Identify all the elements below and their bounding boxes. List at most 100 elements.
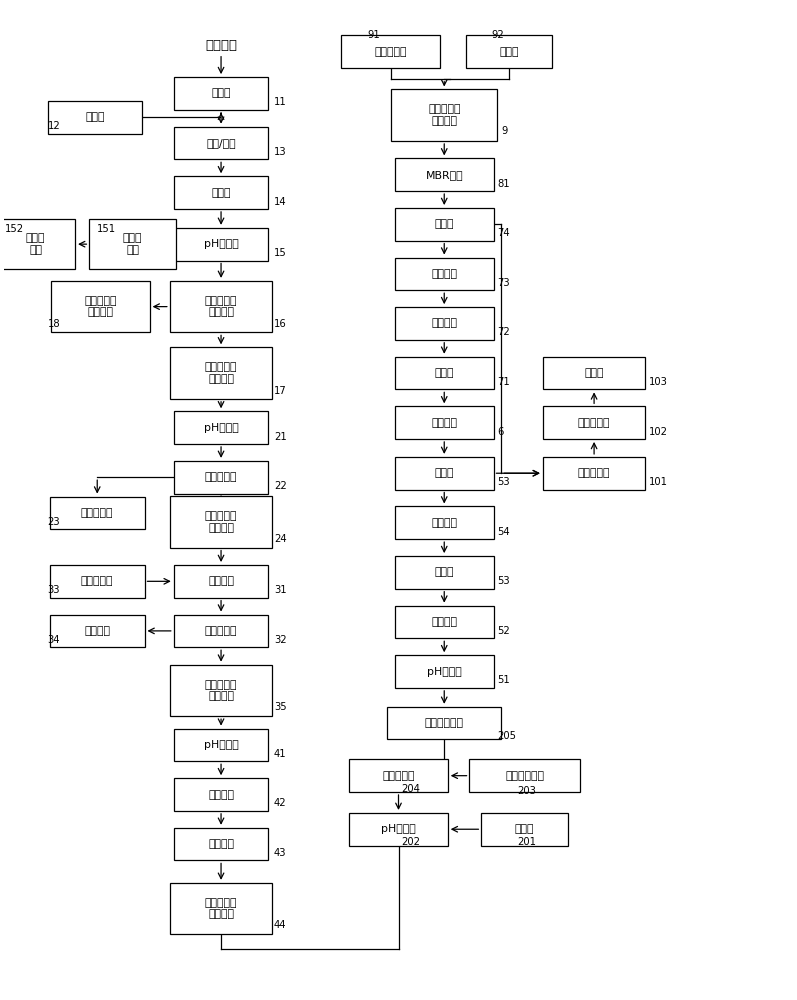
FancyBboxPatch shape [170, 281, 273, 332]
FancyBboxPatch shape [465, 35, 552, 68]
FancyBboxPatch shape [170, 347, 273, 399]
FancyBboxPatch shape [395, 506, 493, 539]
Text: 54: 54 [497, 527, 510, 537]
Text: 14: 14 [274, 197, 286, 207]
Text: 二沉池: 二沉池 [434, 219, 454, 229]
Text: 贮水池: 贮水池 [211, 188, 231, 198]
Text: 152: 152 [5, 224, 24, 234]
FancyBboxPatch shape [349, 813, 448, 846]
Text: 42: 42 [274, 798, 286, 808]
Text: 沉淀池: 沉淀池 [434, 468, 454, 478]
Text: 43: 43 [274, 848, 286, 858]
Text: 脱酚兰炭废
水收集池: 脱酚兰炭废 水收集池 [205, 680, 238, 701]
Text: 陶瓷膜过滤
浓缩系统: 陶瓷膜过滤 浓缩系统 [205, 296, 238, 317]
Text: 24: 24 [274, 534, 286, 544]
FancyBboxPatch shape [174, 77, 269, 110]
Text: 16: 16 [274, 319, 287, 329]
FancyBboxPatch shape [395, 357, 493, 389]
FancyBboxPatch shape [50, 497, 144, 529]
FancyBboxPatch shape [395, 307, 493, 340]
FancyBboxPatch shape [395, 606, 493, 638]
Text: 硫化铁沉淀池: 硫化铁沉淀池 [425, 718, 464, 728]
Text: 91: 91 [367, 30, 379, 40]
Text: 74: 74 [497, 228, 510, 238]
FancyBboxPatch shape [391, 89, 497, 141]
Text: 41: 41 [274, 749, 286, 759]
Text: 102: 102 [650, 427, 669, 437]
Text: 厌氧池二: 厌氧池二 [431, 318, 457, 328]
FancyBboxPatch shape [174, 828, 269, 860]
FancyBboxPatch shape [170, 496, 273, 548]
Text: 好氧池二: 好氧池二 [431, 269, 457, 279]
Text: 脱硫反应罐: 脱硫反应罐 [383, 771, 414, 781]
Text: 101: 101 [650, 477, 669, 487]
Text: 再生水贮罐: 再生水贮罐 [375, 47, 406, 57]
Text: MBR装置: MBR装置 [426, 170, 463, 180]
Text: 氨吸收塔: 氨吸收塔 [208, 839, 234, 849]
Text: pH调节池: pH调节池 [204, 423, 238, 433]
FancyBboxPatch shape [0, 219, 75, 269]
Text: pH调节池: pH调节池 [427, 667, 461, 677]
Text: 21: 21 [274, 432, 287, 442]
FancyBboxPatch shape [387, 707, 501, 739]
FancyBboxPatch shape [51, 281, 150, 332]
Text: pH调节池: pH调节池 [204, 239, 238, 249]
Text: 粗酚贮罐: 粗酚贮罐 [84, 626, 110, 636]
FancyBboxPatch shape [174, 729, 269, 761]
Text: 调节池: 调节池 [211, 88, 231, 98]
FancyBboxPatch shape [481, 813, 568, 846]
FancyBboxPatch shape [395, 258, 493, 290]
Text: 反萃取装置: 反萃取装置 [205, 626, 238, 636]
Text: 焦油收集罐: 焦油收集罐 [81, 508, 113, 518]
FancyBboxPatch shape [395, 406, 493, 439]
FancyBboxPatch shape [174, 411, 269, 444]
Text: 103: 103 [650, 377, 668, 387]
FancyBboxPatch shape [174, 615, 269, 647]
Text: 22: 22 [274, 481, 287, 491]
Text: 53: 53 [497, 576, 510, 586]
Text: 201: 201 [516, 837, 536, 847]
FancyBboxPatch shape [174, 565, 269, 598]
FancyBboxPatch shape [174, 127, 269, 159]
Text: 15: 15 [274, 248, 287, 258]
Text: 53: 53 [497, 477, 510, 487]
Text: 氨蒸馏塔: 氨蒸馏塔 [208, 790, 234, 800]
Text: 202: 202 [401, 837, 420, 847]
Text: 兼氧池: 兼氧池 [434, 567, 454, 577]
Text: 205: 205 [497, 731, 516, 741]
Text: 92: 92 [492, 30, 505, 40]
Text: 35: 35 [274, 702, 286, 712]
FancyBboxPatch shape [543, 457, 646, 490]
FancyBboxPatch shape [469, 759, 580, 792]
Text: 电解单元: 电解单元 [431, 418, 457, 428]
Text: 34: 34 [48, 635, 60, 645]
Text: 81: 81 [497, 179, 510, 189]
Text: 51: 51 [497, 675, 510, 685]
FancyBboxPatch shape [174, 461, 269, 494]
Text: 44: 44 [274, 920, 286, 930]
FancyBboxPatch shape [395, 208, 493, 241]
Text: pH调节池: pH调节池 [204, 740, 238, 750]
Text: 兰炭废水透
析液贮罐: 兰炭废水透 析液贮罐 [84, 296, 116, 317]
Text: 203: 203 [516, 786, 536, 796]
Text: 73: 73 [497, 278, 510, 288]
Text: pH调节池: pH调节池 [381, 824, 416, 834]
Text: 18: 18 [48, 319, 60, 329]
Text: 17: 17 [274, 386, 287, 396]
Text: 污泥浓缩池: 污泥浓缩池 [578, 468, 611, 478]
Text: 酸贮罐: 酸贮罐 [515, 824, 535, 834]
Text: 废气吸
收罐: 废气吸 收罐 [26, 233, 45, 255]
Text: 反渗透过滤
脱盐装置: 反渗透过滤 脱盐装置 [428, 104, 461, 126]
FancyBboxPatch shape [395, 158, 493, 191]
FancyBboxPatch shape [50, 565, 144, 598]
Text: 兰炭废水浓
缩液贮罐: 兰炭废水浓 缩液贮罐 [205, 362, 238, 384]
FancyBboxPatch shape [349, 759, 448, 792]
Text: 23: 23 [48, 517, 60, 527]
FancyBboxPatch shape [89, 219, 176, 269]
Text: 32: 32 [274, 635, 286, 645]
Text: 12: 12 [48, 121, 61, 131]
FancyBboxPatch shape [543, 357, 646, 389]
Text: 52: 52 [497, 626, 510, 636]
Text: 71: 71 [497, 377, 510, 387]
FancyBboxPatch shape [170, 883, 273, 934]
